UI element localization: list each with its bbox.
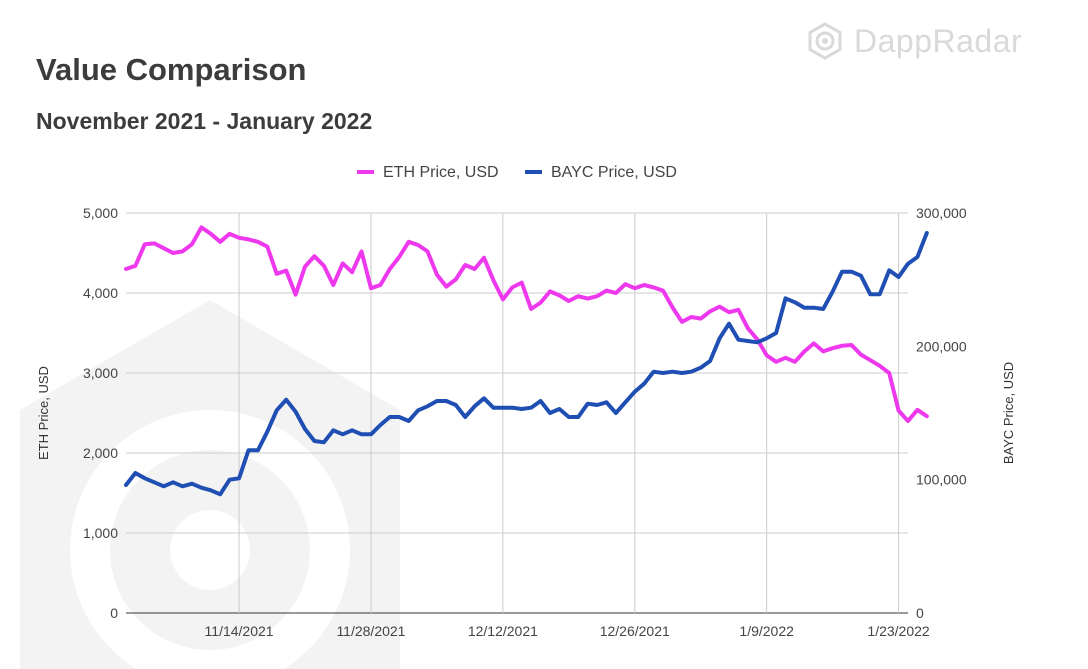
x-tick-label: 12/26/2021: [600, 623, 670, 639]
brand-name: DappRadar: [854, 22, 1023, 59]
left-tick-label: 0: [110, 605, 118, 621]
x-tick-label: 11/28/2021: [336, 623, 405, 639]
x-axis-ticks: 11/14/2021 11/28/2021 12/12/2021 12/26/2021…: [205, 623, 930, 639]
left-tick-label: 4,000: [83, 285, 118, 301]
right-tick-label: 0: [916, 605, 924, 621]
legend-label-eth: ETH Price, USD: [383, 164, 499, 181]
legend-label-bayc: BAYC Price, USD: [551, 164, 677, 181]
right-tick-label: 300,000: [916, 205, 967, 221]
left-tick-label: 2,000: [83, 445, 118, 461]
chart-title: Value Comparison: [36, 52, 307, 87]
left-axis-ticks: 0 1,000 2,000 3,000 4,000 5,000: [83, 205, 118, 621]
right-axis-title: BAYC Price, USD: [1001, 362, 1016, 464]
dappradar-logo-icon: [808, 22, 842, 60]
legend: ETH Price, USD BAYC Price, USD: [357, 164, 677, 181]
left-tick-label: 1,000: [83, 525, 118, 541]
x-tick-label: 11/14/2021: [205, 623, 274, 639]
x-tick-label: 1/23/2022: [867, 623, 929, 639]
brand-logo: DappRadar: [806, 22, 1022, 60]
watermark-logo-icon: [20, 300, 400, 669]
series-line-bayc: [124, 231, 929, 497]
x-tick-label: 12/12/2021: [468, 623, 538, 639]
left-tick-label: 3,000: [83, 365, 118, 381]
right-axis-ticks: 0 100,000 200,000 300,000: [916, 205, 967, 621]
series-line-eth: [124, 225, 929, 423]
chart-subtitle: November 2021 - January 2022: [36, 108, 373, 134]
grid-lines: [126, 212, 908, 614]
right-tick-label: 100,000: [916, 472, 967, 488]
left-tick-label: 5,000: [83, 205, 118, 221]
right-tick-label: 200,000: [916, 338, 967, 354]
x-tick-label: 1/9/2022: [739, 623, 794, 639]
left-axis-title: ETH Price, USD: [36, 366, 51, 460]
